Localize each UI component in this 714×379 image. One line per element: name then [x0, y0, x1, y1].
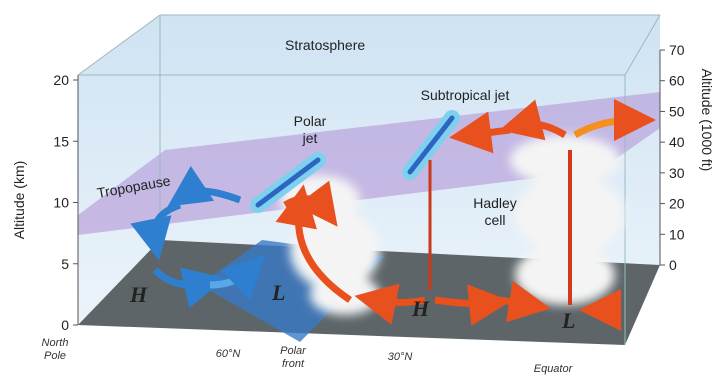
low-pressure: L [561, 308, 575, 333]
tick-label: 10 [53, 195, 69, 211]
tick-label: 30 [669, 165, 685, 181]
tick-label: 40 [669, 134, 685, 150]
tick-label: 70 [669, 42, 685, 58]
latitude-label: 30°N [388, 351, 413, 363]
polar-front-label: front [282, 358, 305, 370]
diagram: Altitude (km) Altitude (1000 ft) Stratos… [0, 0, 714, 379]
polar-jet-label: Polar [294, 113, 327, 129]
tick-label: 10 [669, 226, 685, 242]
low-pressure: L [271, 280, 285, 305]
north-pole-label: North [42, 337, 69, 349]
tick-label: 20 [53, 72, 69, 88]
left-axis-title: Altitude (km) [11, 161, 27, 240]
polar-front-label: Polar [280, 345, 307, 357]
equator-label: Equator [534, 363, 574, 375]
polar-jet-label: jet [302, 130, 318, 146]
tick-label: 20 [669, 196, 685, 212]
subtropical-jet-label: Subtropical jet [421, 87, 510, 103]
latitude-label: 60°N [216, 348, 241, 360]
tick-label: 15 [53, 133, 69, 149]
tick-label: 0 [61, 317, 69, 333]
right-axis-title: Altitude (1000 ft) [699, 69, 714, 172]
north-pole-label: Pole [44, 350, 66, 362]
hadley-cell-label: cell [484, 212, 505, 228]
tick-label: 50 [669, 103, 685, 119]
tick-label: 60 [669, 73, 685, 89]
hadley-cell-label: Hadley [473, 195, 517, 211]
tick-label: 5 [61, 256, 69, 272]
high-pressure: H [129, 282, 148, 307]
tick-label: 0 [669, 257, 677, 273]
stratosphere-label: Stratosphere [285, 37, 365, 53]
high-pressure: H [411, 296, 430, 321]
